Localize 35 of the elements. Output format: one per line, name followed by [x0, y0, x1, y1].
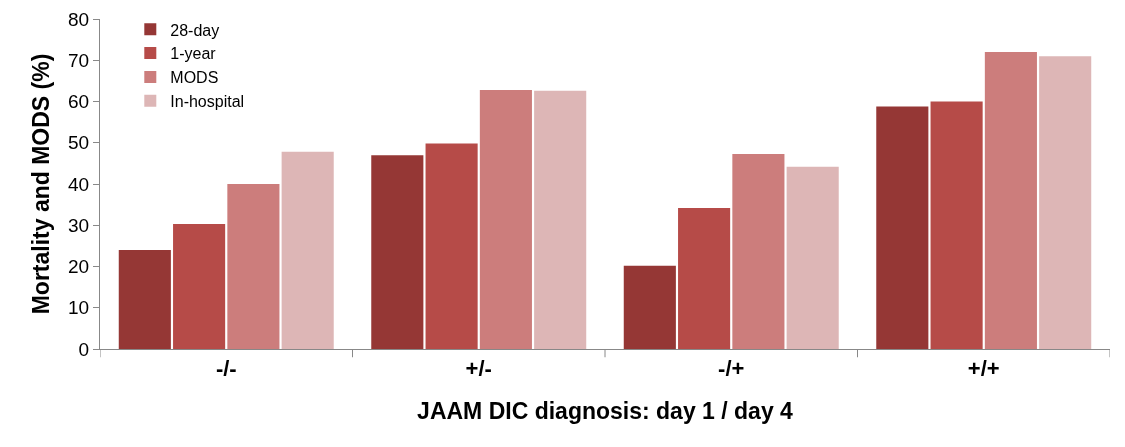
- bar: [227, 184, 280, 349]
- bar: [984, 52, 1037, 349]
- x-tick-label: -/+: [718, 356, 745, 382]
- y-tick-label: 10: [68, 297, 90, 319]
- y-tick-label: 30: [68, 214, 90, 236]
- y-tick-label: 80: [68, 8, 90, 30]
- y-tick-label: 60: [68, 91, 90, 113]
- x-axis-title: JAAM DIC diagnosis: day 1 / day 4: [417, 398, 794, 424]
- legend-label: 28-day: [170, 21, 220, 39]
- x-tick-label: +/+: [967, 356, 1000, 382]
- x-tick-label: +/-: [465, 356, 492, 382]
- bar: [534, 90, 587, 349]
- bar: [930, 101, 983, 349]
- bar: [173, 224, 226, 349]
- bar: [876, 106, 929, 349]
- bar: [371, 155, 424, 349]
- legend-label: 1-year: [170, 45, 217, 63]
- y-tick-label: 40: [68, 173, 90, 195]
- y-tick-label: 50: [68, 132, 90, 154]
- bar: [786, 166, 839, 349]
- bar: [732, 153, 785, 349]
- bar: [678, 207, 731, 349]
- y-tick-label: 20: [68, 256, 90, 278]
- y-tick-label: 0: [78, 338, 90, 360]
- bar: [479, 89, 532, 349]
- y-axis-title: Mortality and MODS (%): [27, 53, 54, 315]
- bar: [281, 151, 334, 349]
- bar: [425, 143, 478, 349]
- x-tick-label: -/-: [215, 356, 237, 382]
- legend-label: In-hospital: [170, 92, 245, 110]
- legend-label: MODS: [170, 69, 219, 87]
- y-tick-label: 70: [68, 49, 90, 71]
- bar: [118, 250, 171, 349]
- bar: [1039, 56, 1092, 349]
- bar: [623, 265, 676, 349]
